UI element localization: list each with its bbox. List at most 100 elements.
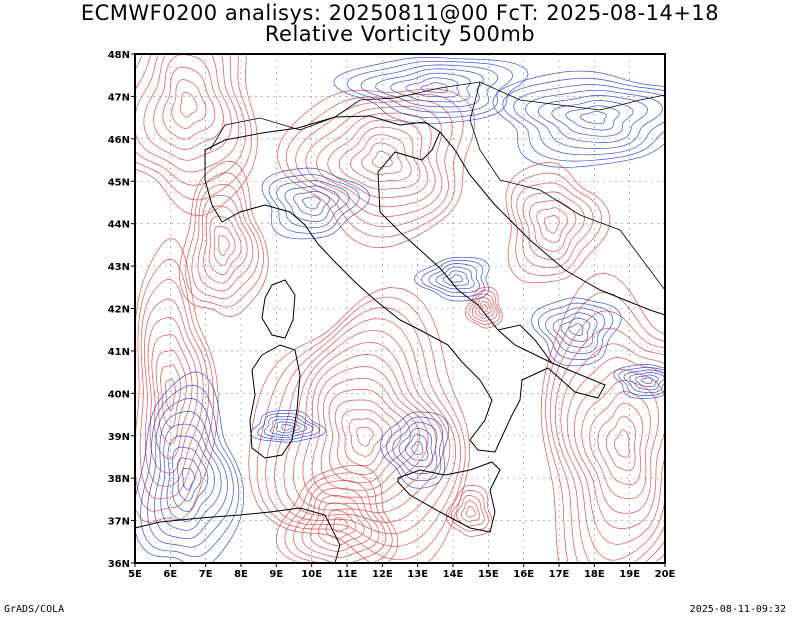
positive-vorticity-contour	[581, 380, 659, 514]
positive-vorticity-contour	[350, 134, 412, 182]
generation-timestamp: 2025-08-11-09:32	[689, 604, 786, 615]
negative-vorticity-contour	[421, 259, 485, 298]
positive-vorticity-contour	[554, 327, 665, 563]
positive-vorticity-contour	[135, 54, 240, 173]
negative-vorticity-contour	[281, 424, 294, 431]
negative-vorticity-contour	[552, 312, 598, 348]
negative-vorticity-contour	[420, 82, 448, 93]
lat-tick-label: 36N	[108, 559, 130, 570]
negative-vorticity-contour	[375, 68, 484, 108]
negative-vorticity-contour	[135, 371, 245, 563]
lat-tick-label: 39N	[108, 432, 130, 443]
negative-vorticity-contour	[428, 263, 480, 293]
negative-vorticity-contour	[268, 174, 360, 234]
positive-vorticity-contour	[522, 191, 585, 261]
italy-coastline	[204, 115, 606, 453]
negative-vorticity-contour	[565, 105, 620, 131]
positive-vorticity-contour	[461, 500, 481, 523]
positive-vorticity-contour	[301, 487, 380, 558]
negative-vorticity-contour	[166, 435, 215, 522]
positive-vorticity-contour	[153, 54, 224, 150]
lat-tick-label: 38N	[108, 474, 130, 485]
positive-vorticity-contour	[597, 402, 644, 485]
lat-tick-label: 37N	[108, 517, 130, 528]
positive-vorticity-contour	[516, 182, 594, 269]
positive-vorticity-contour	[614, 429, 630, 458]
negative-vorticity-contour	[346, 60, 514, 119]
negative-vorticity-contour	[275, 421, 301, 434]
positive-vorticity-contour	[549, 310, 665, 563]
lon-tick-label: 9E	[269, 569, 283, 580]
alpine-borders	[209, 81, 665, 151]
positive-vorticity-contour	[135, 258, 214, 512]
positive-vorticity-contour	[277, 88, 475, 248]
positive-vorticity-contour	[456, 495, 485, 527]
positive-vorticity-contour	[135, 54, 253, 201]
positive-vorticity-contour	[305, 106, 443, 217]
negative-vorticity-contour	[333, 56, 529, 124]
negative-vorticity-contour	[414, 256, 490, 302]
negative-vorticity-contour	[172, 446, 209, 513]
positive-vorticity-contour	[197, 195, 254, 292]
positive-vorticity-contour	[274, 318, 457, 535]
positive-vorticity-contour	[445, 485, 493, 537]
lat-tick-label: 48N	[108, 50, 130, 61]
positive-vorticity-contour	[160, 364, 182, 429]
positive-vorticity-contour	[171, 79, 207, 129]
negative-vorticity-contour	[537, 95, 648, 143]
negative-vorticity-contour	[513, 84, 665, 156]
lat-tick-label: 47N	[108, 92, 130, 103]
positive-vorticity-contour	[135, 54, 258, 216]
negative-vorticity-contour	[618, 366, 665, 396]
negative-vorticity-contour	[392, 421, 438, 474]
lon-tick-label: 15E	[478, 569, 499, 580]
negative-vorticity-contour	[502, 77, 665, 162]
positive-vorticity-contour	[265, 307, 461, 547]
positive-vorticity-contour	[505, 162, 611, 284]
positive-vorticity-contour	[566, 357, 665, 545]
negative-vorticity-contour	[449, 274, 464, 283]
negative-vorticity-contour	[405, 434, 429, 461]
positive-vorticity-contour	[143, 54, 232, 161]
coastlines	[135, 81, 665, 563]
positive-vorticity-contour	[465, 506, 476, 518]
positive-vorticity-contour	[135, 54, 247, 186]
positive-vorticity-contour	[481, 304, 489, 313]
positive-vorticity-contour	[478, 300, 492, 316]
positive-vorticity-contour	[285, 93, 464, 238]
negative-vorticity-contour	[579, 111, 607, 125]
negative-vorticity-contour	[613, 364, 665, 399]
lon-tick-label: 6E	[163, 569, 177, 580]
puglia-coastline	[497, 324, 553, 364]
negative-vorticity-contour	[386, 416, 444, 482]
corsica-coastline	[261, 279, 296, 339]
lon-tick-label: 16E	[513, 569, 534, 580]
positive-vorticity-contour	[292, 342, 444, 513]
positive-vorticity-contour	[328, 389, 411, 484]
positive-vorticity-contour	[540, 272, 665, 563]
lon-tick-label: 8E	[234, 569, 248, 580]
negative-vorticity-contour	[380, 411, 449, 489]
lon-tick-label: 13E	[407, 569, 428, 580]
positive-vorticity-contour	[589, 391, 651, 500]
positive-vorticity-contour	[275, 464, 399, 563]
positive-vorticity-contour	[510, 172, 603, 276]
positive-vorticity-contour	[341, 409, 393, 467]
negative-vorticity-contour	[257, 413, 320, 441]
positive-vorticity-contour	[218, 235, 230, 256]
negative-vorticity-contour	[293, 190, 330, 216]
longitude-axis: 5E 6E 7E 8E 9E 10E 11E 12E 13E 14E 15E 16E 17E 18E 19E…	[128, 563, 676, 580]
map-title: ECMWF0200 analisys: 20250811@00 FcT: 202…	[80, 1, 720, 25]
negative-vorticity-contour	[398, 427, 433, 468]
positive-vorticity-contour	[573, 369, 665, 529]
positive-vorticity-contour	[560, 343, 665, 561]
lat-tick-label: 41N	[108, 347, 130, 358]
negative-vorticity-contour	[390, 72, 471, 103]
positive-vorticity-contour	[316, 112, 436, 208]
negative-vorticity-contour	[276, 180, 350, 228]
latitude-axis: 36N 37N 38N 39N 40N 41N 42N 43N 44N 45N 46N 47N 48N	[108, 50, 135, 570]
negative-vorticity-contour	[560, 317, 591, 342]
positive-vorticity-contour	[605, 415, 636, 472]
negative-vorticity-contour	[140, 384, 240, 558]
